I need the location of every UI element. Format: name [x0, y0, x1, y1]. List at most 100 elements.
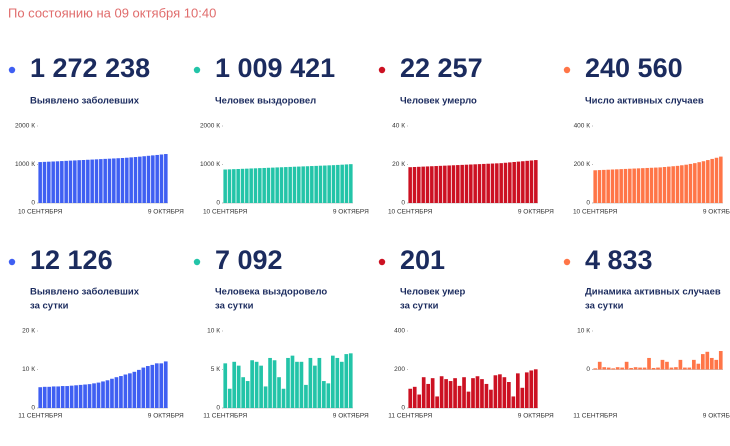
bar — [520, 387, 525, 408]
bar — [145, 366, 150, 408]
bar — [154, 363, 159, 408]
bar — [159, 363, 164, 408]
x-tick-label: 10 СЕНТЯБРЯ — [18, 209, 63, 216]
bar — [533, 369, 538, 408]
bar — [74, 385, 78, 408]
bar — [408, 388, 413, 408]
bar — [146, 155, 151, 203]
bar — [658, 167, 662, 203]
bar — [671, 166, 675, 203]
bar — [323, 165, 327, 203]
x-tick-label: 10 СЕНТЯБРЯ — [573, 209, 618, 216]
bar — [512, 161, 516, 203]
bar — [232, 169, 236, 203]
headline-value: 12 126 — [30, 245, 113, 275]
x-tick-label: 9 ОКТЯБРЯ — [148, 209, 184, 216]
bar — [73, 160, 77, 203]
bar — [119, 376, 123, 408]
bar — [125, 157, 129, 203]
bar — [272, 360, 277, 408]
bar — [421, 166, 425, 203]
y-tick-label: 0 — [31, 405, 35, 412]
bar — [444, 379, 448, 408]
bar — [524, 372, 529, 408]
x-tick-label: 11 СЕНТЯБРЯ — [573, 413, 617, 420]
bar — [687, 367, 692, 370]
bar — [330, 355, 335, 408]
bar — [83, 384, 87, 408]
bar — [511, 396, 516, 408]
bar — [439, 376, 444, 408]
bar — [641, 168, 645, 203]
bullet — [8, 258, 16, 266]
bar — [642, 367, 647, 370]
bar — [620, 367, 624, 370]
metric-label: за сутки — [400, 301, 439, 312]
bar — [259, 365, 263, 408]
bar — [615, 169, 619, 203]
bar — [633, 367, 638, 370]
bar — [611, 368, 616, 370]
bar — [286, 357, 290, 408]
bar — [250, 360, 254, 408]
bar — [435, 396, 439, 408]
bar — [417, 394, 422, 408]
bar — [96, 382, 101, 408]
headline-value: 201 — [400, 245, 445, 275]
bar — [105, 380, 110, 408]
bar — [417, 166, 421, 203]
bar — [466, 391, 471, 408]
metric-label: за сутки — [585, 301, 624, 312]
bar — [137, 369, 141, 408]
bar — [301, 166, 305, 203]
bar — [150, 364, 155, 408]
bar — [662, 167, 667, 203]
bar — [123, 374, 128, 408]
bar — [263, 386, 268, 408]
bar — [112, 158, 116, 203]
bullet — [193, 258, 201, 266]
bar — [448, 381, 453, 408]
bar — [665, 361, 669, 370]
bar — [90, 159, 94, 203]
x-tick-label: 9 ОКТЯБРЯ — [518, 413, 554, 420]
bar — [430, 166, 434, 203]
bar — [47, 161, 51, 203]
bar — [69, 385, 74, 408]
bar — [462, 377, 466, 408]
metric-label: Человек выздоровел — [215, 96, 316, 107]
bar — [155, 154, 159, 203]
bar — [254, 361, 259, 408]
bar — [284, 167, 288, 203]
bar — [697, 162, 701, 203]
bar — [669, 367, 674, 370]
bar — [151, 155, 155, 203]
bar — [55, 161, 60, 203]
x-tick-label: 11 СЕНТЯБРЯ — [18, 413, 62, 420]
bar — [133, 157, 138, 203]
bullet — [563, 258, 571, 266]
bar — [322, 381, 326, 408]
bar — [499, 163, 503, 203]
bar — [678, 359, 683, 370]
bar — [290, 355, 295, 408]
bar — [597, 170, 602, 203]
metric-label: Человек умерло — [400, 96, 477, 107]
y-tick-label: 0 — [401, 200, 405, 207]
bar — [336, 164, 340, 203]
y-tick-label: 40 К — [392, 123, 405, 130]
bar — [103, 158, 107, 203]
bar — [718, 351, 723, 370]
bar — [81, 159, 86, 203]
bar — [344, 164, 349, 203]
bar — [279, 167, 284, 203]
y-tick-label: 0 — [586, 366, 590, 373]
bar — [308, 357, 313, 408]
bar — [619, 169, 623, 203]
bar — [453, 378, 457, 408]
bar — [624, 361, 629, 370]
bar — [313, 365, 317, 408]
bar — [236, 169, 240, 203]
metric-label: за сутки — [215, 301, 254, 312]
bar — [348, 353, 353, 408]
